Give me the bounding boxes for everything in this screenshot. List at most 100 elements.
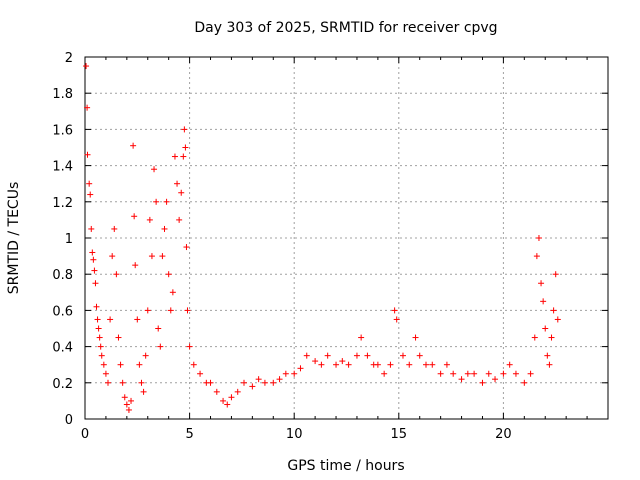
y-tick-label: 2 — [65, 51, 73, 66]
data-point — [374, 361, 381, 368]
data-point — [512, 370, 519, 377]
data-point — [540, 298, 547, 305]
data-point — [546, 361, 553, 368]
data-point — [548, 334, 555, 341]
x-tick-labels: 0 5 10 15 20 — [81, 427, 512, 442]
data-point — [167, 307, 174, 314]
y-tick-label: 1.2 — [52, 196, 73, 211]
data-point — [538, 280, 545, 287]
data-point — [339, 358, 346, 365]
data-point — [151, 166, 158, 173]
y-tick-label: 0.8 — [52, 268, 73, 283]
data-point — [220, 397, 227, 404]
data-point — [159, 253, 166, 260]
x-tick-label: 0 — [81, 427, 89, 442]
data-point — [479, 379, 486, 386]
data-point — [542, 325, 549, 332]
data-point — [134, 316, 141, 323]
data-point — [471, 370, 478, 377]
data-point — [148, 253, 155, 260]
data-point — [364, 352, 371, 359]
data-point — [416, 352, 423, 359]
data-point — [443, 361, 450, 368]
y-tick-label: 0 — [65, 413, 73, 428]
y-tick-label: 0.6 — [52, 304, 73, 319]
data-point — [93, 303, 100, 310]
data-points — [83, 63, 561, 413]
data-point — [91, 267, 98, 274]
data-point — [88, 225, 95, 232]
data-point — [176, 216, 183, 223]
data-point — [94, 316, 101, 323]
data-point — [119, 379, 126, 386]
data-point — [95, 325, 102, 332]
x-axis-label: GPS time / hours — [287, 458, 404, 474]
data-point — [138, 379, 145, 386]
data-point — [128, 397, 135, 404]
y-tick-label: 1 — [65, 232, 73, 247]
data-point — [105, 379, 112, 386]
x-tick-label: 20 — [495, 427, 512, 442]
y-tick-label: 1.4 — [52, 160, 73, 175]
data-point — [458, 376, 465, 383]
data-point — [412, 334, 419, 341]
data-point — [312, 358, 319, 365]
data-point — [178, 189, 185, 196]
data-point — [422, 361, 429, 368]
data-point — [121, 394, 128, 401]
data-point — [399, 352, 406, 359]
y-tick-label: 1.6 — [52, 123, 73, 138]
data-point — [142, 352, 149, 359]
data-point — [86, 180, 93, 187]
data-point — [224, 401, 231, 408]
data-point — [161, 225, 168, 232]
data-point — [550, 307, 557, 314]
data-point — [84, 151, 91, 158]
data-point — [102, 370, 109, 377]
data-point — [353, 352, 360, 359]
data-point — [437, 370, 444, 377]
data-point — [183, 244, 190, 251]
data-point — [140, 388, 147, 395]
data-point — [270, 379, 277, 386]
data-point — [100, 361, 107, 368]
data-point — [157, 343, 164, 350]
data-point — [527, 370, 534, 377]
x-tick-label: 10 — [286, 427, 303, 442]
data-point — [282, 370, 289, 377]
data-point — [107, 316, 114, 323]
data-point — [96, 334, 103, 341]
data-point — [324, 352, 331, 359]
data-point — [181, 126, 188, 133]
data-point — [153, 198, 160, 205]
tick-marks — [84, 56, 608, 420]
data-point — [113, 271, 120, 278]
data-point — [381, 370, 388, 377]
data-point — [109, 253, 116, 260]
data-point — [146, 216, 153, 223]
data-point — [131, 213, 138, 220]
data-point — [552, 271, 559, 278]
data-point — [240, 379, 247, 386]
y-tick-label: 1.8 — [52, 87, 73, 102]
data-point — [249, 383, 256, 390]
y-axis-label: SRMTID / TECUs — [6, 182, 22, 295]
data-point — [174, 180, 181, 187]
y-tick-labels: 0 0.2 0.4 0.6 0.8 1 1.2 1.4 1.6 1.8 2 — [52, 51, 73, 428]
data-point — [97, 343, 104, 350]
data-point — [182, 144, 189, 151]
data-point — [197, 370, 204, 377]
data-point — [492, 376, 499, 383]
data-point — [234, 388, 241, 395]
data-point — [506, 361, 513, 368]
data-point — [521, 379, 528, 386]
x-tick-label: 15 — [391, 427, 408, 442]
data-point — [303, 352, 310, 359]
data-point — [485, 370, 492, 377]
data-point — [207, 379, 214, 386]
data-point — [291, 370, 298, 377]
data-point — [213, 388, 220, 395]
data-point — [406, 361, 413, 368]
data-point — [92, 280, 99, 287]
data-point — [531, 334, 538, 341]
